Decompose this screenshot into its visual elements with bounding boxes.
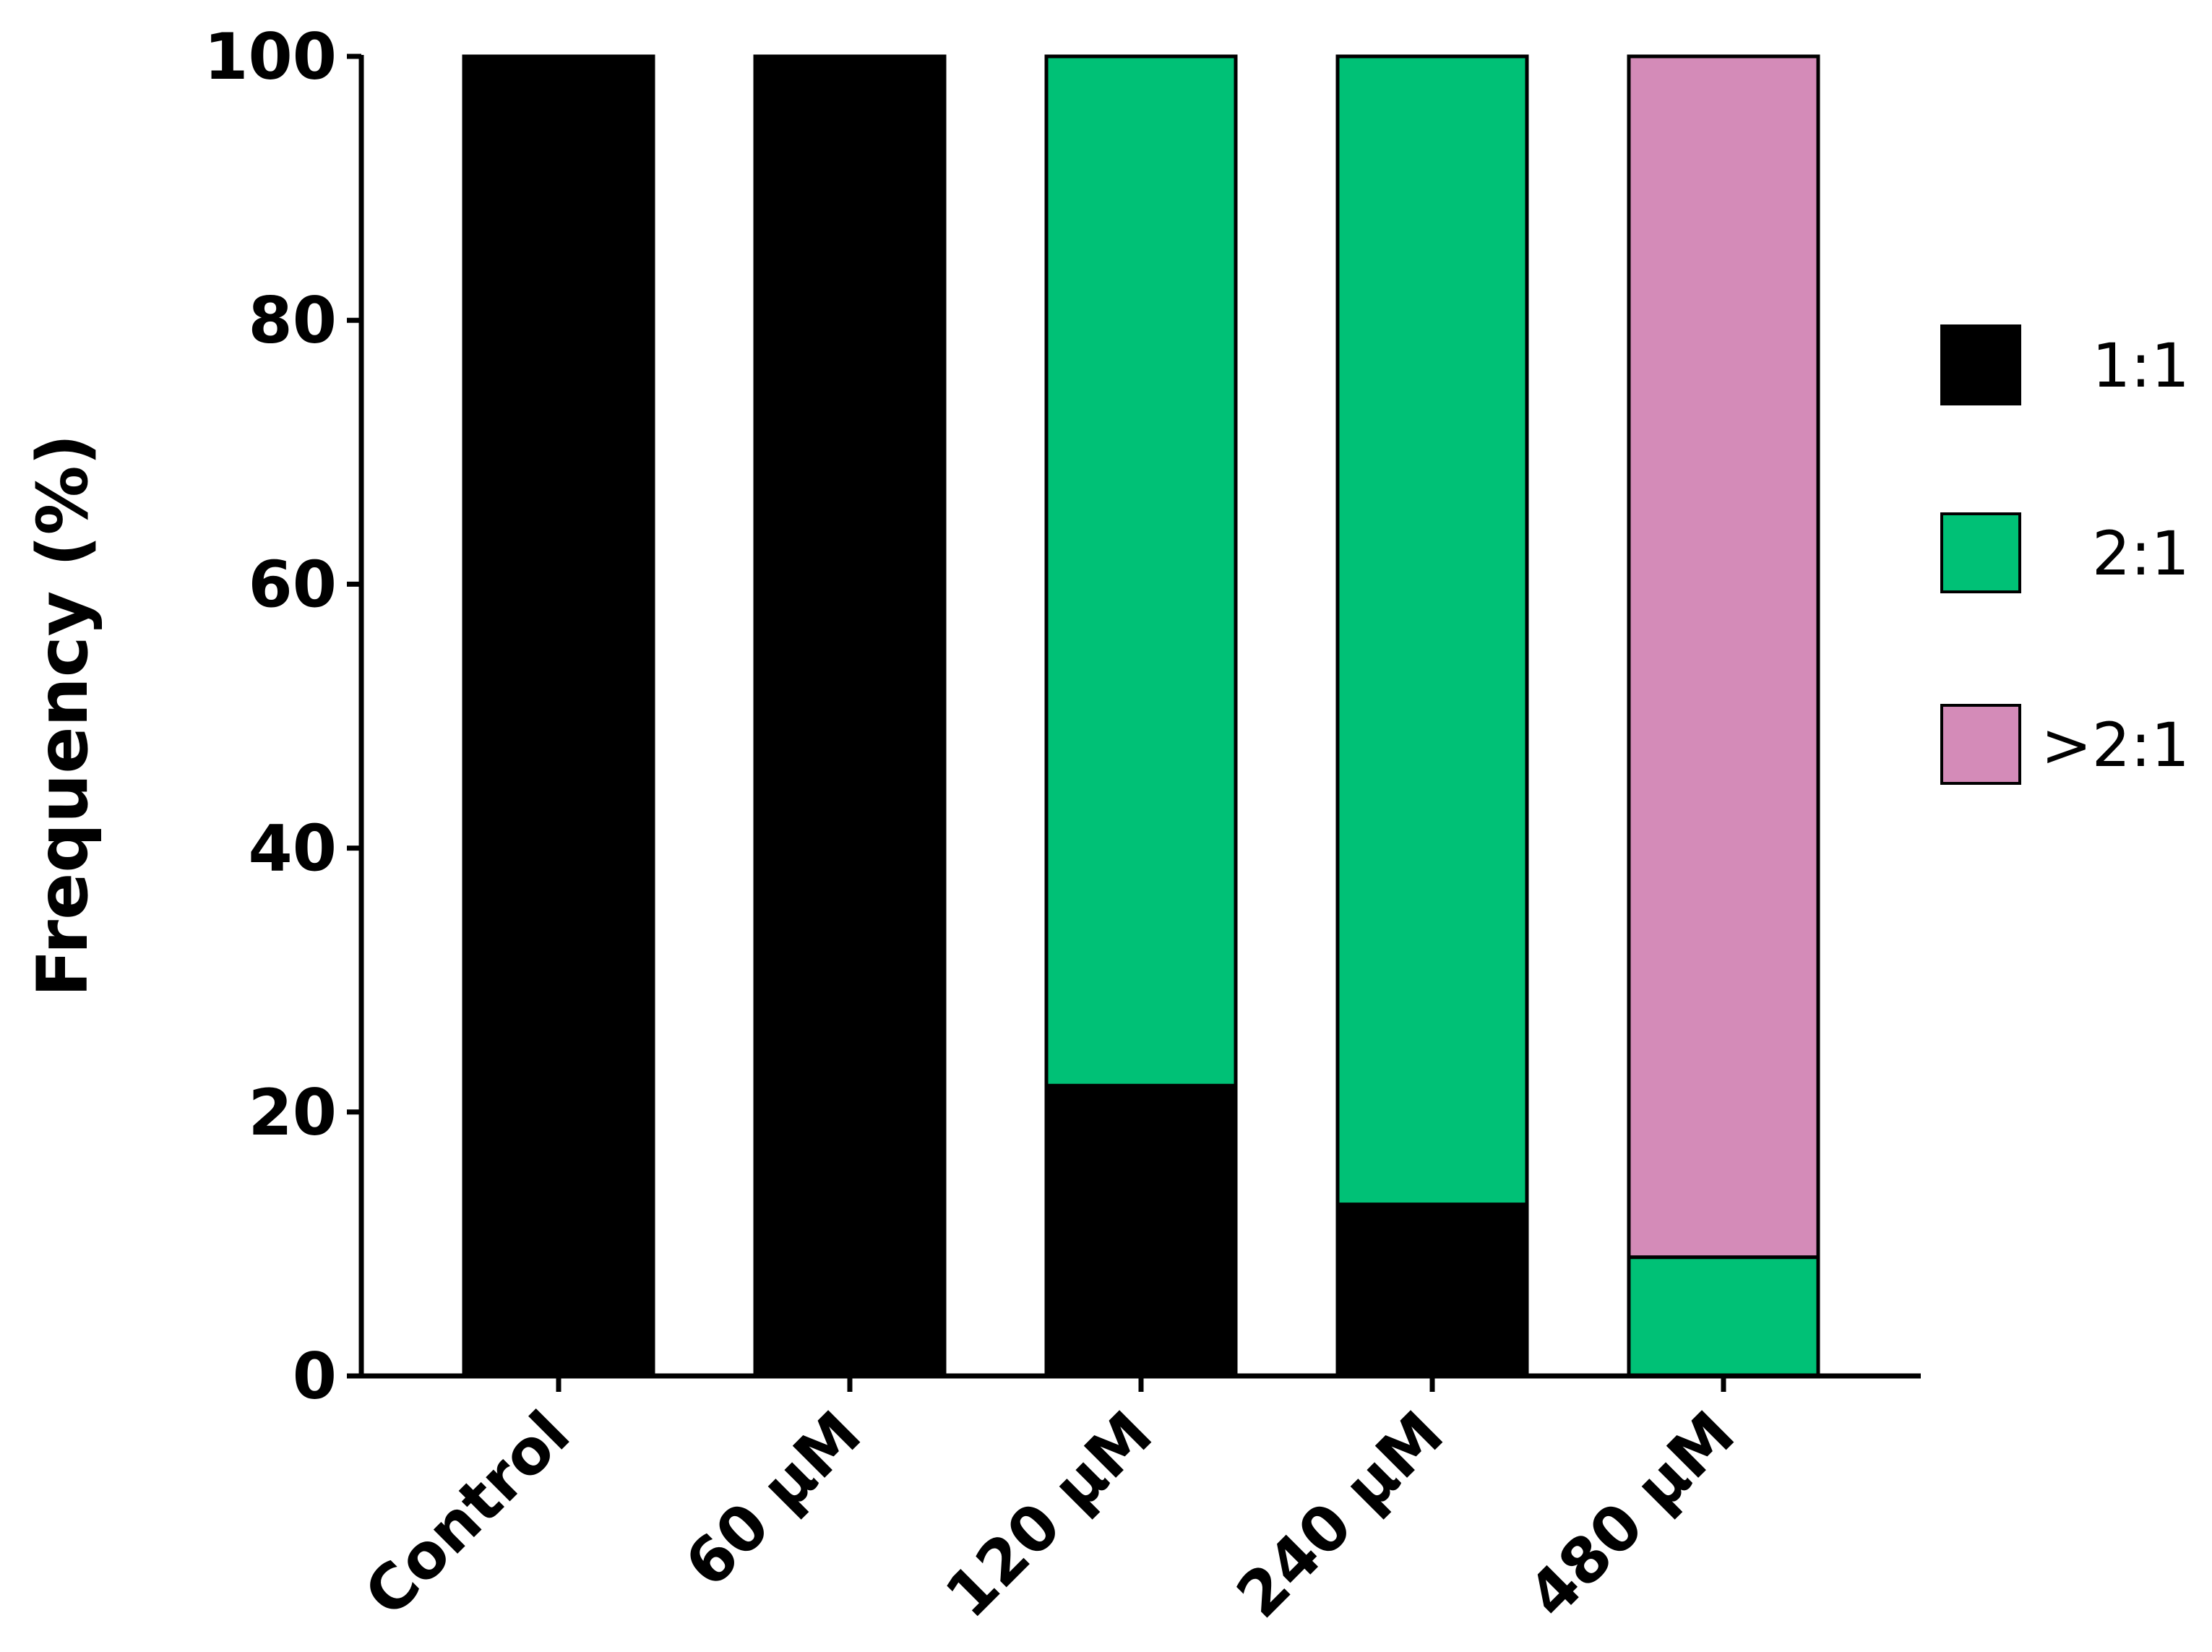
bar-120-m-series-2 — [1044, 54, 1238, 1088]
y-tick-label: 0 — [293, 1339, 337, 1414]
y-axis-title: Frequency (%) — [22, 434, 103, 997]
bar-240-m-series-1 — [1335, 1203, 1529, 1378]
y-tick-label: 100 — [204, 20, 337, 94]
bar-240-m-series-2 — [1335, 54, 1529, 1207]
legend-swatch-1 — [1940, 324, 2021, 405]
legend-swatch-3 — [1940, 704, 2021, 785]
x-tick-label-60-m: 60 μM — [671, 1398, 875, 1601]
x-tick-label-control: Control — [351, 1398, 584, 1630]
x-tick-label-240-m: 240 μM — [1223, 1398, 1458, 1632]
y-tick-label: 80 — [249, 283, 337, 358]
legend-label-1: 1:1 — [2092, 330, 2190, 401]
bars-group — [462, 54, 1820, 1378]
y-tick-label: 60 — [249, 547, 337, 621]
legend-swatch-2 — [1940, 512, 2021, 593]
bar-120-m-series-1 — [1044, 1083, 1238, 1378]
x-tick-label-120-m: 120 μM — [932, 1398, 1166, 1632]
legend-label-3: >2:1 — [2041, 710, 2190, 780]
bar-480-m-series-2 — [1627, 1255, 1820, 1378]
bar-480-m-series-3 — [1627, 54, 1820, 1260]
y-tick-label: 20 — [249, 1075, 337, 1150]
bar-60-m-series-1 — [753, 54, 947, 1378]
y-ticks-group: 0 20 40 60 80 100 — [204, 20, 361, 1414]
legend: 1:1 2:1 >2:1 — [1940, 324, 2190, 785]
bar-control-series-1 — [462, 54, 655, 1378]
y-tick-label: 40 — [249, 812, 337, 886]
x-tick-label-480-m: 480 μM — [1515, 1398, 1749, 1632]
x-ticks-group: Control 60 μM 120 μM 240 μM 480 μM — [351, 1376, 1749, 1632]
legend-label-2: 2:1 — [2092, 518, 2190, 589]
